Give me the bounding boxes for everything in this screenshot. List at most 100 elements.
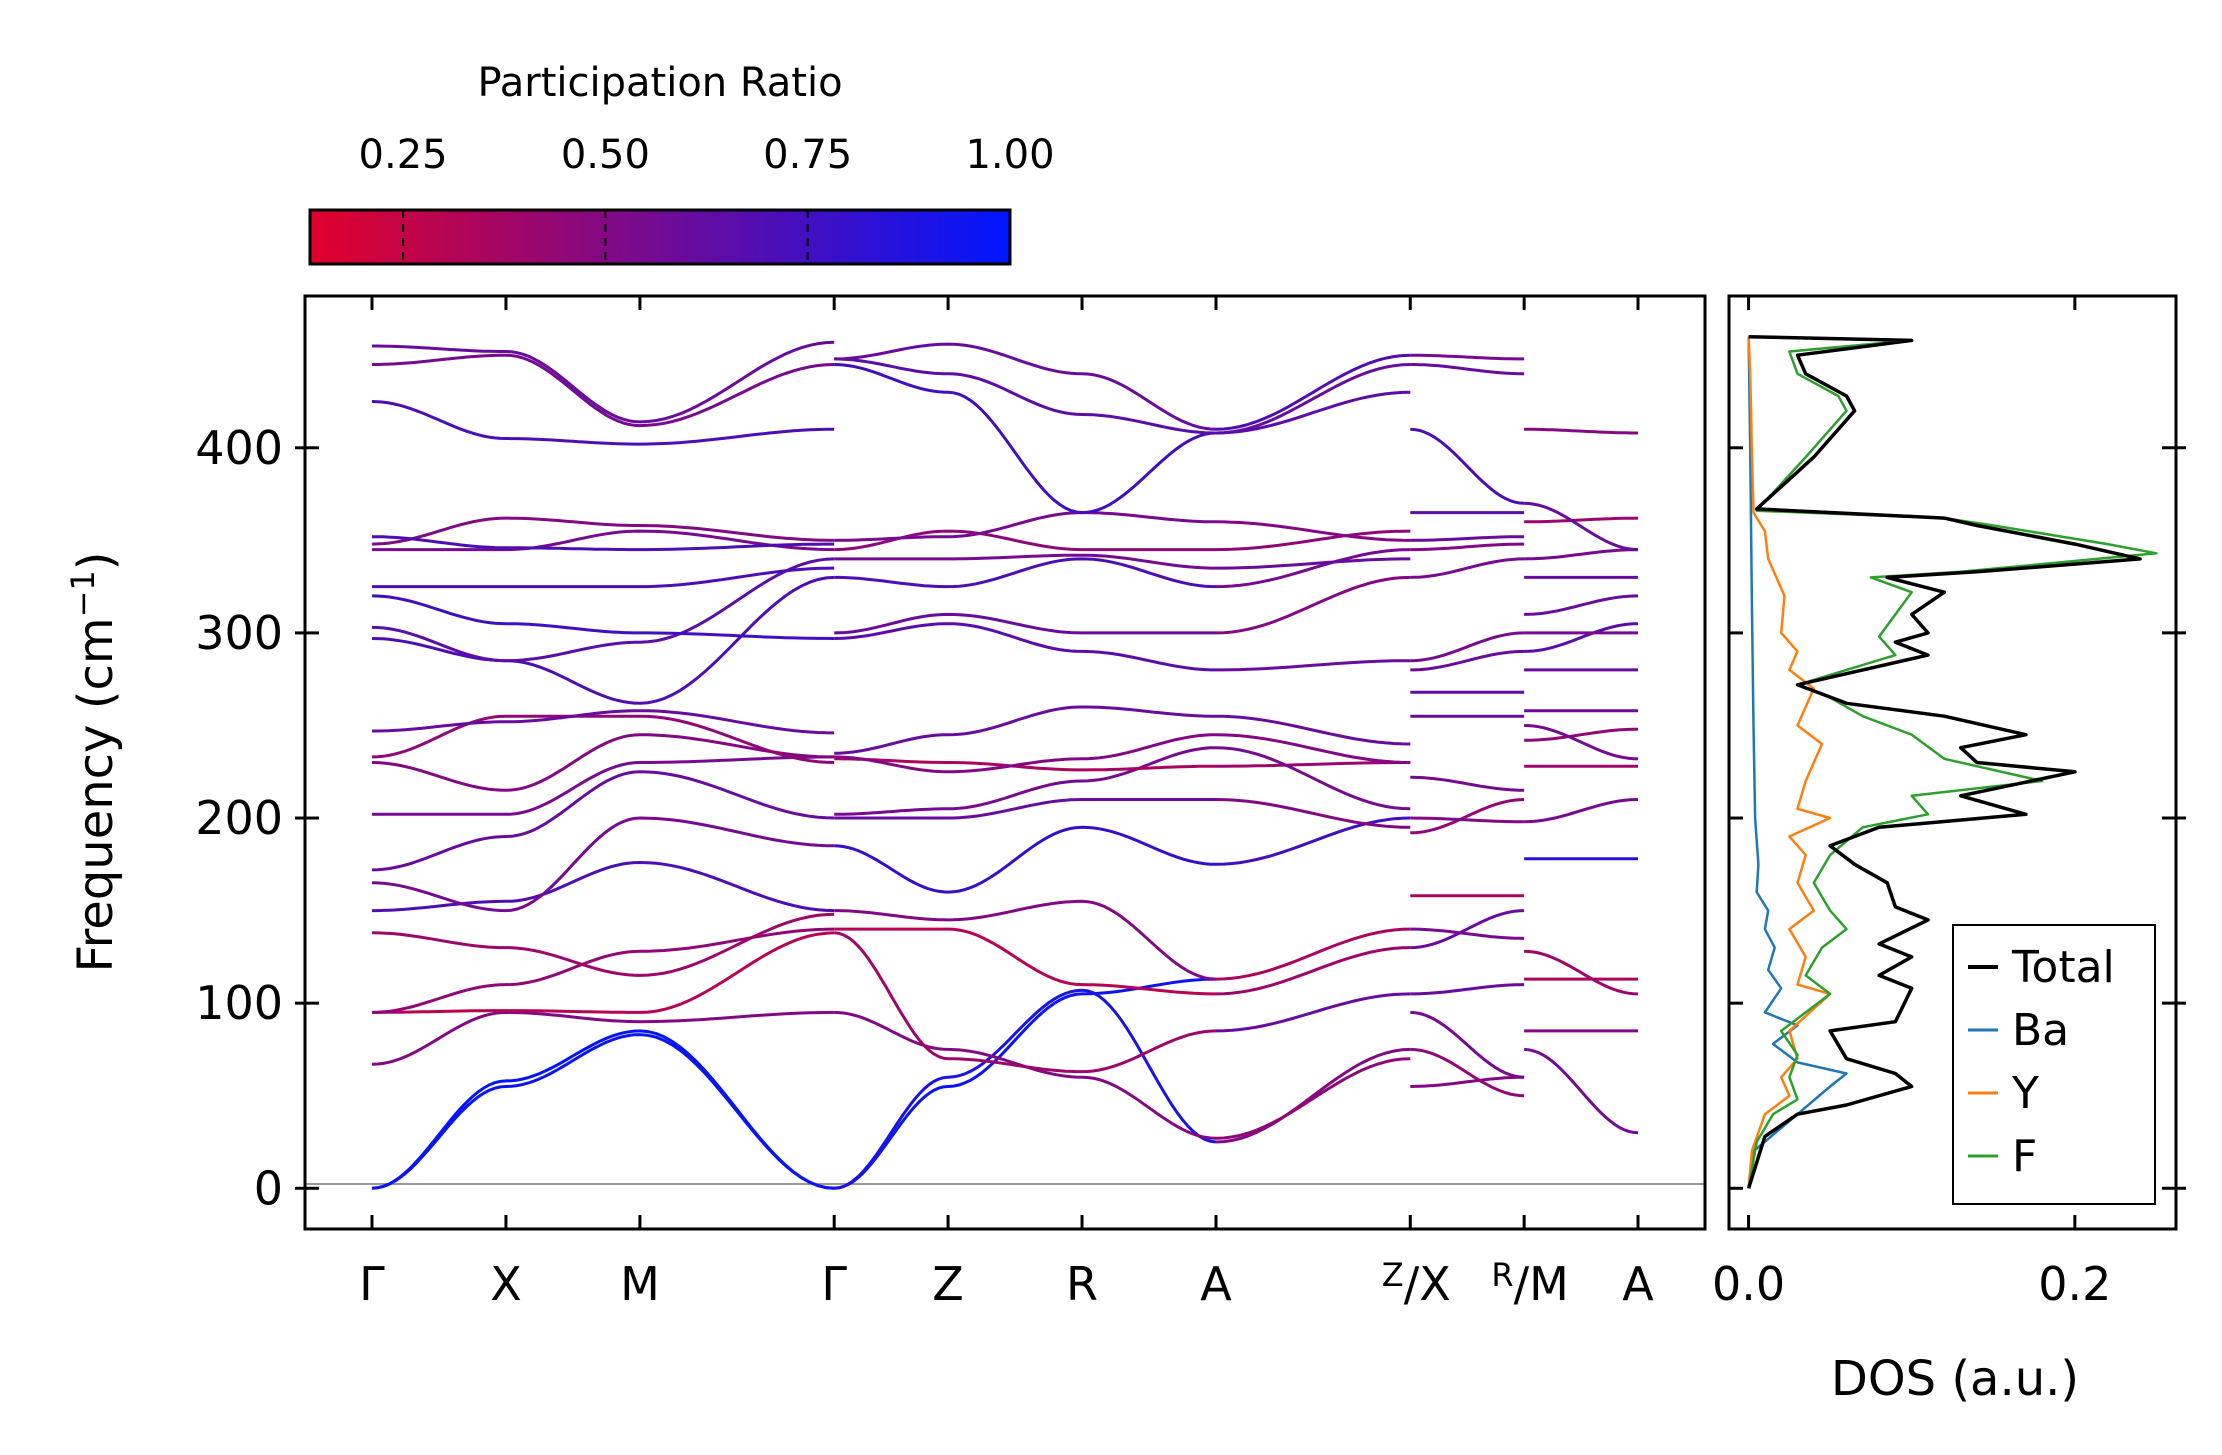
legend-label-ba: Ba bbox=[2012, 1005, 2069, 1056]
phonon-band bbox=[1410, 649, 1525, 672]
phonon-band bbox=[372, 755, 835, 816]
colorbar-tick-label: 0.50 bbox=[561, 132, 650, 178]
phonon-band bbox=[1215, 363, 1411, 435]
phonon-band bbox=[372, 931, 835, 1014]
phonon-band bbox=[834, 733, 1217, 774]
phonon-band bbox=[1524, 548, 1639, 561]
phonon-band bbox=[1410, 542, 1525, 552]
phonon-band bbox=[1410, 1010, 1525, 1079]
dos-ticks: 0.0 0.2 bbox=[1712, 296, 2186, 1311]
phonon-band bbox=[1524, 516, 1639, 524]
phonon-band bbox=[371, 594, 835, 640]
phonon-band bbox=[1216, 557, 1411, 570]
y-tick-label: 400 bbox=[195, 421, 283, 475]
phonon-band bbox=[371, 770, 835, 872]
dos-x-tick-label: 0.2 bbox=[2038, 1257, 2111, 1311]
colorbar-title: Participation Ratio bbox=[477, 60, 842, 106]
dos-curves bbox=[1746, 334, 2158, 1189]
dos-curve-y bbox=[1747, 336, 1832, 1189]
phonon-band bbox=[834, 357, 1217, 435]
band-y-axis-label: Frequency (cm−1) bbox=[64, 551, 124, 972]
phonon-band bbox=[372, 860, 835, 913]
phonon-band bbox=[371, 557, 835, 663]
phonon-band bbox=[1410, 816, 1525, 824]
phonon-band bbox=[372, 340, 835, 424]
phonon-band bbox=[834, 612, 1216, 635]
phonon-band bbox=[1215, 548, 1411, 589]
phonon-band bbox=[834, 1010, 1217, 1140]
dos-curve-total bbox=[1746, 334, 2142, 1189]
phonon-band bbox=[1523, 1047, 1639, 1135]
phonon-band bbox=[1215, 1047, 1411, 1144]
k-point-label: Γ bbox=[821, 1257, 847, 1311]
phonon-band bbox=[1215, 714, 1411, 746]
phonon-band bbox=[1215, 529, 1411, 552]
phonon-band bbox=[1216, 761, 1411, 768]
colorbar-tick-label: 0.75 bbox=[763, 132, 852, 178]
y-tick-label: 0 bbox=[254, 1161, 283, 1215]
phonon-band bbox=[371, 816, 835, 913]
phonon-band bbox=[1410, 631, 1525, 663]
phonon-band bbox=[834, 931, 1217, 1074]
phonon-band bbox=[834, 988, 1217, 1190]
colorbar-ticks: 0.25 0.50 0.75 1.00 bbox=[359, 132, 1055, 264]
phonon-band bbox=[1215, 520, 1411, 542]
y-tick-label: 200 bbox=[195, 791, 283, 845]
phonon-band bbox=[1410, 1075, 1525, 1088]
phonon-band bbox=[1410, 363, 1525, 376]
legend-label-y: Y bbox=[2011, 1068, 2039, 1119]
phonon-band bbox=[371, 1029, 835, 1190]
phonon-band bbox=[1524, 727, 1638, 742]
phonon-band bbox=[1524, 501, 1639, 552]
phonon-band bbox=[834, 927, 1216, 996]
phonon-band bbox=[1410, 909, 1525, 950]
k-point-label: Γ bbox=[359, 1257, 385, 1311]
phonon-band bbox=[1410, 427, 1525, 505]
phonon-band bbox=[1410, 775, 1525, 792]
k-point-label: R/M bbox=[1491, 1256, 1568, 1311]
y-tick-label: 100 bbox=[195, 976, 283, 1030]
dos-panel: 0.0 0.2 DOS (a.u.) Total Ba YF bbox=[1712, 294, 2186, 1407]
phonon-band bbox=[1524, 427, 1638, 435]
dos-curve-ba bbox=[1747, 336, 1848, 1189]
dos-axes-frame bbox=[1727, 294, 2178, 1231]
phonon-band bbox=[1216, 659, 1411, 672]
phonon-band bbox=[1215, 1057, 1411, 1140]
k-point-label: X bbox=[490, 1257, 522, 1311]
phonon-band bbox=[1215, 575, 1411, 635]
phonon-band bbox=[1524, 724, 1639, 761]
phonon-band bbox=[1524, 622, 1639, 653]
phonon-band bbox=[834, 557, 1217, 589]
legend-label-f: F bbox=[2012, 1131, 2037, 1182]
phonon-band bbox=[372, 529, 835, 552]
phonon-band bbox=[372, 566, 835, 589]
colorbar-gradient bbox=[308, 208, 1012, 266]
phonon-band bbox=[372, 709, 835, 735]
colorbar-tick-label: 1.00 bbox=[965, 132, 1054, 178]
phonon-band bbox=[371, 912, 835, 977]
k-point-label: R bbox=[1066, 1257, 1098, 1311]
phonon-band bbox=[834, 746, 1217, 816]
k-point-label: A bbox=[1622, 1257, 1654, 1311]
phonon-band bbox=[1215, 733, 1411, 764]
phonon-band bbox=[834, 705, 1216, 755]
k-point-label: Z bbox=[932, 1257, 964, 1311]
phonon-band bbox=[371, 575, 835, 705]
phonon-band bbox=[1410, 557, 1525, 579]
phonon-band bbox=[1524, 949, 1639, 996]
phonon-band bbox=[834, 553, 1216, 570]
phonon-band bbox=[1524, 594, 1639, 616]
phonon-band bbox=[371, 733, 835, 792]
phonon-band bbox=[371, 927, 835, 1014]
phonon-band bbox=[834, 622, 1216, 672]
band-y-ticks: 0 100 200 300 400 bbox=[195, 421, 319, 1215]
band-structure-panel: 0 100 200 300 400 Γ X M Γ Z R A Z/X R/M A Frequency (… bbox=[64, 294, 1707, 1311]
phonon-band bbox=[1215, 798, 1411, 829]
phonon-band bbox=[834, 342, 1217, 431]
phonon-band bbox=[371, 1010, 835, 1066]
colorbar: Participation Ratio 0.25 0.50 0.75 1.00 bbox=[308, 60, 1055, 266]
phonon-band bbox=[371, 400, 835, 446]
phonon-band bbox=[1215, 927, 1411, 981]
phonon-band bbox=[1410, 798, 1525, 835]
phonon-band bbox=[371, 1033, 835, 1190]
